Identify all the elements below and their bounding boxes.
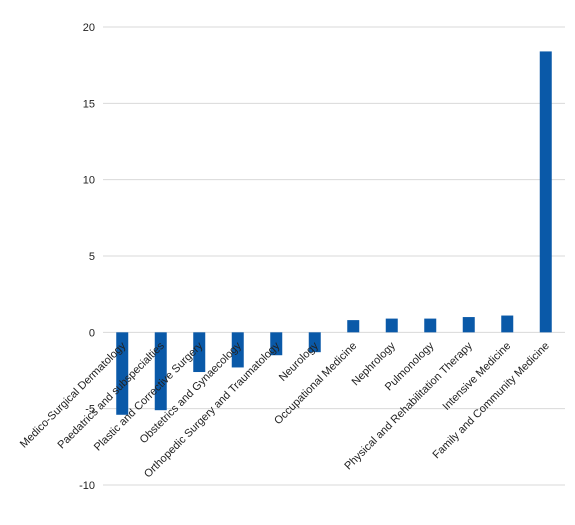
y-tick-label: 10 xyxy=(83,175,95,187)
y-tick-label: 15 xyxy=(83,98,95,110)
y-tick-label: 20 xyxy=(83,22,95,34)
y-tick-label: -10 xyxy=(79,480,95,492)
y-tick-label: 5 xyxy=(89,251,95,263)
y-tick-label: 0 xyxy=(89,327,95,339)
bar-10 xyxy=(501,315,514,333)
y-axis-tick-labels: -10 -5 0 5 10 15 20 xyxy=(79,22,95,492)
x-category-label: Intensive Medicine xyxy=(440,340,513,413)
bar-5 xyxy=(308,332,321,353)
bar-4 xyxy=(270,332,283,356)
bar-1 xyxy=(154,332,167,411)
bar-2 xyxy=(193,332,206,373)
gridlines xyxy=(103,26,565,486)
bar-0 xyxy=(116,332,129,415)
bar-7 xyxy=(385,318,398,333)
bar-11 xyxy=(539,51,552,333)
bars xyxy=(116,51,552,415)
y-tick-label: -5 xyxy=(85,404,95,416)
bar-8 xyxy=(424,318,437,333)
bar-9 xyxy=(462,317,475,333)
bar-3 xyxy=(231,332,244,368)
bar-6 xyxy=(347,320,360,333)
